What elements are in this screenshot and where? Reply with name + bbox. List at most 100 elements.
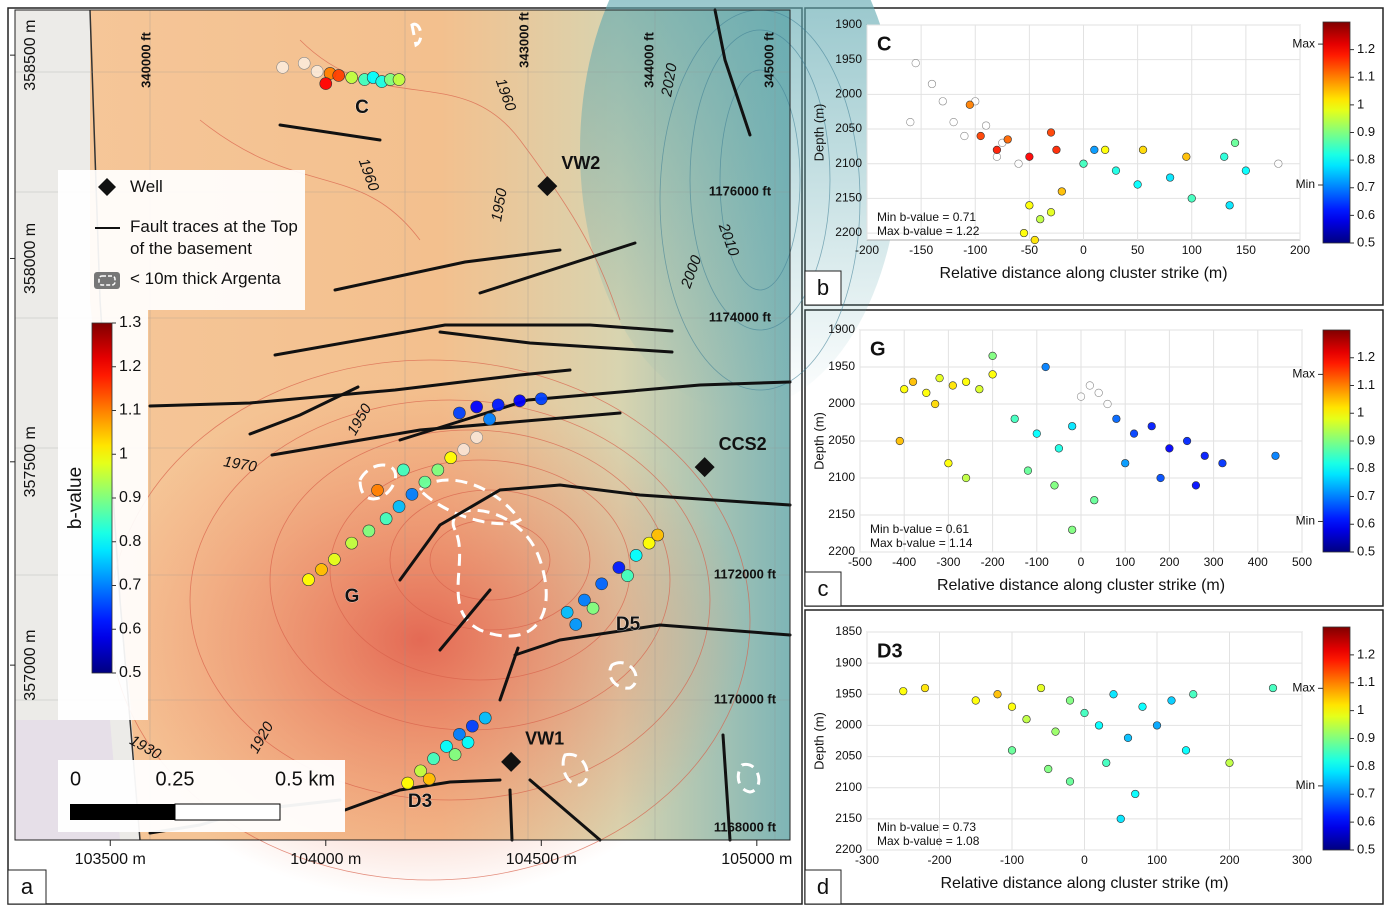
y-tick-label: 357500 m	[22, 426, 39, 497]
colorbar-tick-label: 0.5	[1357, 841, 1375, 856]
event	[561, 606, 573, 618]
colorbar-tick-label: 0.6	[119, 620, 141, 637]
grid-label: 345000 ft	[761, 32, 776, 88]
annotation: Min b-value = 0.71	[877, 210, 976, 224]
event	[484, 413, 496, 425]
colorbar-tick-label: 1	[1357, 405, 1364, 420]
y-tick-label: 1950	[835, 52, 862, 66]
event	[1047, 129, 1055, 137]
event	[921, 684, 929, 692]
colorbar	[92, 323, 112, 673]
colorbar-tick-label: 1	[1357, 702, 1364, 717]
cluster-label: G	[870, 338, 886, 360]
event	[1080, 160, 1088, 168]
event	[320, 78, 332, 90]
scale-bar-black	[70, 804, 175, 820]
event	[458, 444, 470, 456]
scale-bar-label: 0.25	[156, 768, 195, 790]
event	[479, 712, 491, 724]
colorbar-marker-label: Min	[1296, 177, 1315, 191]
grid-label: 1172000 ft	[714, 566, 777, 581]
event	[622, 570, 634, 582]
event	[900, 385, 908, 393]
event	[1157, 474, 1165, 482]
colorbar-tick-label: 0.7	[119, 577, 141, 594]
x-tick-label: -100	[1025, 555, 1049, 569]
event	[1008, 703, 1016, 711]
annotation: Min b-value = 0.73	[877, 820, 976, 834]
colorbar-marker-label: Max	[1292, 36, 1315, 50]
event	[1226, 202, 1234, 210]
well-label: CCS2	[719, 434, 767, 454]
event	[912, 59, 920, 67]
event	[1011, 415, 1019, 423]
event	[1201, 452, 1209, 460]
colorbar-tick-label: 0.5	[119, 664, 141, 681]
colorbar-tick-label: 0.5	[1357, 543, 1375, 558]
event	[1139, 146, 1147, 154]
colorbar-tick-label: 0.8	[119, 533, 141, 550]
y-tick-label: 1950	[828, 359, 855, 373]
event	[1104, 400, 1112, 408]
x-tick-label: 0	[1080, 243, 1087, 257]
event	[962, 378, 970, 386]
y-tick-label: 2000	[828, 396, 855, 410]
annotation: Max b-value = 1.22	[877, 224, 980, 238]
y-tick-label: 358000 m	[22, 223, 39, 294]
x-tick-label: 500	[1292, 555, 1312, 569]
colorbar-tick-label: 0.5	[1357, 234, 1375, 249]
colorbar-tick-label: 0.7	[1357, 179, 1375, 194]
scale-bar-label: 0.5 km	[275, 768, 335, 790]
event	[1068, 422, 1076, 430]
panel-label: a	[21, 874, 34, 899]
event	[298, 57, 310, 69]
x-tick-label: 400	[1248, 555, 1268, 569]
x-tick-label: 105000 m	[721, 851, 792, 868]
event	[1231, 139, 1239, 147]
event	[1020, 229, 1028, 237]
y-tick-label: 1850	[835, 624, 862, 638]
event	[949, 382, 957, 390]
x-tick-label: 0	[1081, 853, 1088, 867]
colorbar-tick-label: 1.2	[119, 358, 141, 375]
y-tick-label: 1900	[835, 17, 862, 31]
event	[989, 352, 997, 360]
colorbar-tick-label: 0.6	[1357, 516, 1375, 531]
annotation: Max b-value = 1.08	[877, 834, 980, 848]
colorbar-tick-label: 0.8	[1357, 460, 1375, 475]
event	[1086, 382, 1094, 390]
event	[931, 400, 939, 408]
x-tick-label: 200	[1159, 555, 1179, 569]
event	[393, 501, 405, 513]
event	[1031, 236, 1039, 244]
colorbar-tick-label: 0.9	[1357, 432, 1375, 447]
x-tick-label: 150	[1236, 243, 1256, 257]
event	[1110, 690, 1118, 698]
event	[1112, 167, 1120, 175]
event	[972, 697, 980, 705]
x-tick-label: 300	[1292, 853, 1312, 867]
event	[962, 474, 970, 482]
event	[311, 65, 323, 77]
figure-canvas: 340000 ft343000 ft344000 ft345000 ft1176…	[0, 0, 1385, 905]
colorbar-tick-label: 0.9	[119, 489, 141, 506]
event	[1024, 467, 1032, 475]
y-tick-label: 2150	[835, 191, 862, 205]
annotation: Max b-value = 1.14	[870, 536, 973, 550]
event	[1131, 790, 1139, 798]
event	[1188, 195, 1196, 203]
event	[1026, 202, 1034, 210]
well-label: VW1	[525, 729, 564, 749]
event	[492, 399, 504, 411]
y-tick-label: 2200	[835, 842, 862, 856]
grid-label: 1174000 ft	[709, 309, 772, 324]
event	[652, 529, 664, 541]
x-tick-label: 0	[1078, 555, 1085, 569]
event	[1272, 452, 1280, 460]
colorbar-marker-label: Min	[1296, 778, 1315, 792]
event	[1153, 722, 1161, 730]
event	[989, 371, 997, 379]
legend-label: < 10m thick Argenta	[130, 268, 302, 290]
colorbar-tick-label: 1.1	[119, 402, 141, 419]
colorbar-tick-label: 1.1	[1357, 674, 1375, 689]
